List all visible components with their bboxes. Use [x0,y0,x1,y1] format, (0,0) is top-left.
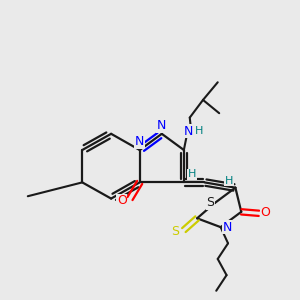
Text: O: O [117,194,127,207]
Text: N: N [223,220,232,234]
Text: N: N [184,125,193,138]
Text: S: S [172,225,180,239]
Text: H: H [188,169,196,179]
Text: N: N [157,119,167,132]
Text: O: O [260,206,270,219]
Text: S: S [206,196,214,209]
Text: H: H [194,126,203,136]
Text: H: H [225,176,233,186]
Text: N: N [135,135,144,148]
